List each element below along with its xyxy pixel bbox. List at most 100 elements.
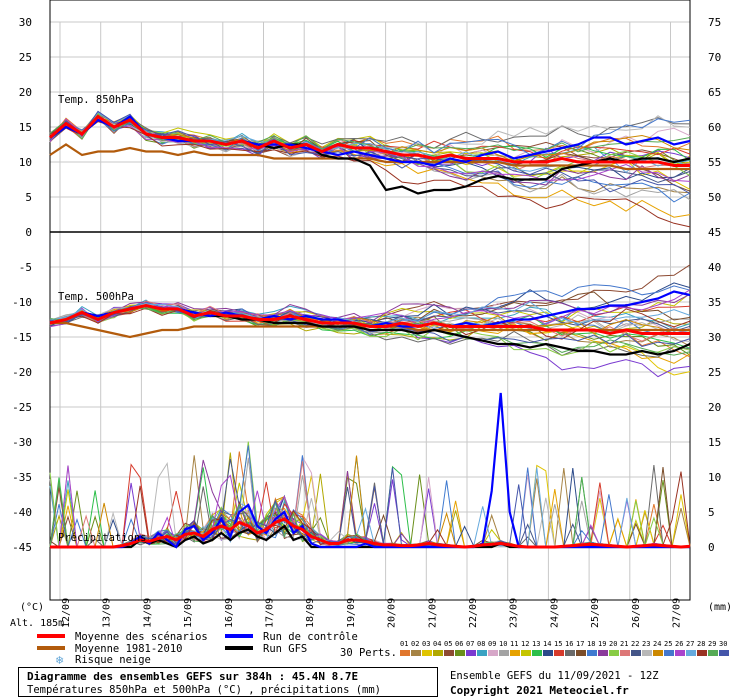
pert-number: 11 bbox=[510, 640, 518, 648]
precip-mean-line bbox=[50, 517, 691, 549]
x-tick-label: 25/09 bbox=[590, 598, 601, 628]
pert-color-swatch bbox=[587, 650, 597, 656]
right-tick-label: 40 bbox=[708, 261, 721, 274]
pert-color-swatch bbox=[576, 650, 586, 656]
pert-color-swatch bbox=[400, 650, 410, 656]
pert-number: 01 bbox=[400, 640, 408, 648]
pert-color-swatch bbox=[620, 650, 630, 656]
x-tick-label: 23/09 bbox=[509, 598, 520, 628]
precip-control-line bbox=[50, 392, 690, 549]
x-tick-label: 19/09 bbox=[346, 598, 357, 628]
pert-number: 09 bbox=[488, 640, 496, 648]
x-tick-label: 26/09 bbox=[631, 598, 642, 628]
pert-color-swatch bbox=[543, 650, 553, 656]
pert-color-swatch bbox=[664, 650, 674, 656]
right-tick-label: 70 bbox=[708, 51, 721, 64]
pert-color-swatch bbox=[554, 650, 564, 656]
right-tick-label: 60 bbox=[708, 121, 721, 134]
legend-perts-label: 30 Perts. bbox=[340, 647, 397, 659]
info-box: Diagramme des ensembles GEFS sur 384h : … bbox=[18, 667, 438, 697]
x-tick-label: 14/09 bbox=[142, 598, 153, 628]
pert-number: 28 bbox=[697, 640, 705, 648]
left-tick-label: 25 bbox=[19, 51, 32, 64]
left-unit-label: (°C) bbox=[20, 602, 44, 613]
pert-number: 26 bbox=[675, 640, 683, 648]
pert-color-swatch bbox=[521, 650, 531, 656]
pert-number: 21 bbox=[620, 640, 628, 648]
left-tick-label: -15 bbox=[12, 331, 32, 344]
pert-number: 16 bbox=[565, 640, 573, 648]
x-tick-label: 18/09 bbox=[305, 598, 316, 628]
pert-number: 03 bbox=[422, 640, 430, 648]
pert-number: 23 bbox=[642, 640, 650, 648]
right-unit-label: (mm) bbox=[708, 602, 732, 613]
panel-label-t850: Temp. 850hPa bbox=[58, 94, 134, 106]
right-tick-label: 65 bbox=[708, 86, 721, 99]
left-tick-label: -20 bbox=[12, 366, 32, 379]
pert-t850-line bbox=[49, 116, 691, 186]
t850-mean-line bbox=[49, 114, 690, 167]
pert-color-swatch bbox=[433, 650, 443, 656]
x-tick-label: 21/09 bbox=[427, 598, 438, 628]
x-tick-label: 27/09 bbox=[672, 598, 683, 628]
pert-number: 05 bbox=[444, 640, 452, 648]
x-tick-label: 22/09 bbox=[468, 598, 479, 628]
left-tick-label: -45 bbox=[12, 541, 32, 554]
pert-number: 29 bbox=[708, 640, 716, 648]
pert-color-swatch bbox=[488, 650, 498, 656]
pert-number: 18 bbox=[587, 640, 595, 648]
right-tick-label: 75 bbox=[708, 16, 721, 29]
left-tick-label: 30 bbox=[19, 16, 32, 29]
pert-number: 19 bbox=[598, 640, 606, 648]
pert-number: 04 bbox=[433, 640, 441, 648]
snowflake-icon: ❄ bbox=[55, 654, 64, 665]
pert-number: 22 bbox=[631, 640, 639, 648]
pert-color-swatch bbox=[697, 650, 707, 656]
pert-number: 07 bbox=[466, 640, 474, 648]
pert-color-swatch bbox=[565, 650, 575, 656]
pert-color-swatch bbox=[642, 650, 652, 656]
legend-mean-label: Moyenne des scénarios bbox=[75, 631, 208, 643]
left-tick-label: -25 bbox=[12, 401, 32, 414]
x-tick-label: 12/09 bbox=[61, 598, 72, 628]
t850-clim-line bbox=[49, 143, 690, 171]
pert-number: 20 bbox=[609, 640, 617, 648]
pert-number: 12 bbox=[521, 640, 529, 648]
pert-t500-line bbox=[49, 306, 691, 356]
pert-color-swatch bbox=[631, 650, 641, 656]
pert-color-swatch bbox=[653, 650, 663, 656]
pert-color-swatch bbox=[499, 650, 509, 656]
pert-color-swatch bbox=[444, 650, 454, 656]
left-tick-label: -5 bbox=[19, 261, 32, 274]
left-tick-label: -40 bbox=[12, 506, 32, 519]
pert-color-swatch bbox=[510, 650, 520, 656]
main-lines bbox=[49, 114, 691, 549]
pert-number: 27 bbox=[686, 640, 694, 648]
left-tick-label: -10 bbox=[12, 296, 32, 309]
axis-labels: 12/09 13/09 14/09 15/09 16/09 17/09 18/09 19/09… bbox=[10, 16, 732, 629]
x-tick-label: 16/09 bbox=[224, 598, 235, 628]
chart-title: Diagramme des ensembles GEFS sur 384h : … bbox=[27, 670, 359, 683]
x-tick-label: 17/09 bbox=[265, 598, 276, 628]
x-tick-label: 15/09 bbox=[183, 598, 194, 628]
panel-frames bbox=[49, 0, 691, 601]
left-tick-label: 20 bbox=[19, 86, 32, 99]
pert-number: 13 bbox=[532, 640, 540, 648]
pert-number: 25 bbox=[664, 640, 672, 648]
pert-color-swatch bbox=[532, 650, 542, 656]
legend-gfs-label: Run GFS bbox=[263, 643, 307, 655]
left-tick-label: 15 bbox=[19, 121, 32, 134]
pert-color-swatch bbox=[675, 650, 685, 656]
right-tick-label: 20 bbox=[708, 401, 721, 414]
pert-color-swatch bbox=[598, 650, 608, 656]
altitude-label: Alt. 185m bbox=[10, 618, 64, 629]
right-tick-label: 25 bbox=[708, 366, 721, 379]
legend-snow-label: Risque neige bbox=[75, 654, 151, 665]
right-tick-label: 5 bbox=[708, 506, 715, 519]
pert-color-swatch bbox=[686, 650, 696, 656]
pert-color-swatch bbox=[411, 650, 421, 656]
legend-control-label: Run de contrôle bbox=[263, 631, 358, 643]
pert-t500-line bbox=[49, 289, 691, 328]
pert-color-swatch bbox=[719, 650, 729, 656]
